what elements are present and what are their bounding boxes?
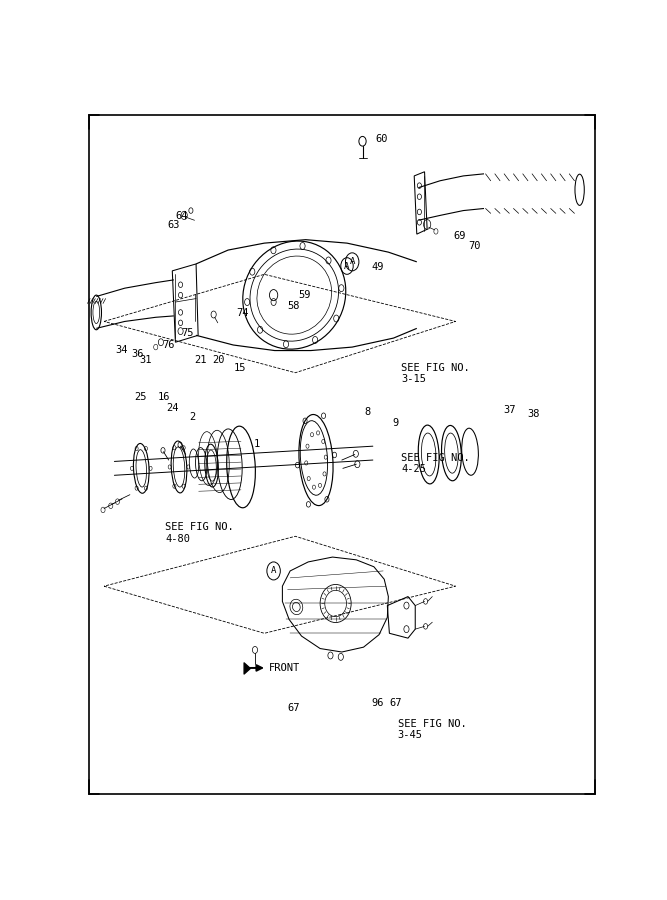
Text: 20: 20 [213,355,225,365]
Text: 15: 15 [233,363,245,373]
Text: FRONT: FRONT [268,663,299,673]
Text: 96: 96 [372,698,384,708]
Text: A: A [350,257,355,266]
Text: 3-15: 3-15 [402,374,426,384]
Text: 67: 67 [390,698,402,708]
Text: SEE FIG NO.: SEE FIG NO. [165,522,234,533]
Text: 24: 24 [166,402,179,412]
Text: 21: 21 [195,355,207,365]
Text: 76: 76 [162,340,175,350]
Text: SEE FIG NO.: SEE FIG NO. [398,719,466,729]
Text: 59: 59 [298,290,310,300]
Text: A: A [344,262,350,271]
Text: SEE FIG NO.: SEE FIG NO. [402,363,470,373]
Text: 69: 69 [453,231,466,241]
Text: 34: 34 [115,345,128,355]
Text: 9: 9 [392,418,398,428]
Text: 3-45: 3-45 [398,730,423,741]
Text: 37: 37 [504,405,516,415]
Text: SEE FIG NO.: SEE FIG NO. [402,453,470,464]
Text: 4-25: 4-25 [402,464,426,474]
Text: 63: 63 [167,220,179,230]
Text: 8: 8 [364,408,370,418]
Text: 38: 38 [527,410,540,419]
Text: 2: 2 [189,411,195,421]
Text: 58: 58 [287,301,300,310]
Text: 16: 16 [158,392,170,402]
Text: A: A [271,566,276,575]
Text: 60: 60 [376,134,388,144]
Text: 67: 67 [287,703,300,713]
Text: 49: 49 [372,262,384,272]
Text: 74: 74 [236,308,248,318]
Text: 1: 1 [254,439,260,449]
Text: 64: 64 [175,211,188,220]
Text: 70: 70 [468,241,481,251]
Text: 25: 25 [134,392,147,402]
Text: 36: 36 [131,349,143,359]
Text: 4-80: 4-80 [165,534,190,544]
Text: 75: 75 [181,328,194,338]
Text: 31: 31 [139,355,151,365]
